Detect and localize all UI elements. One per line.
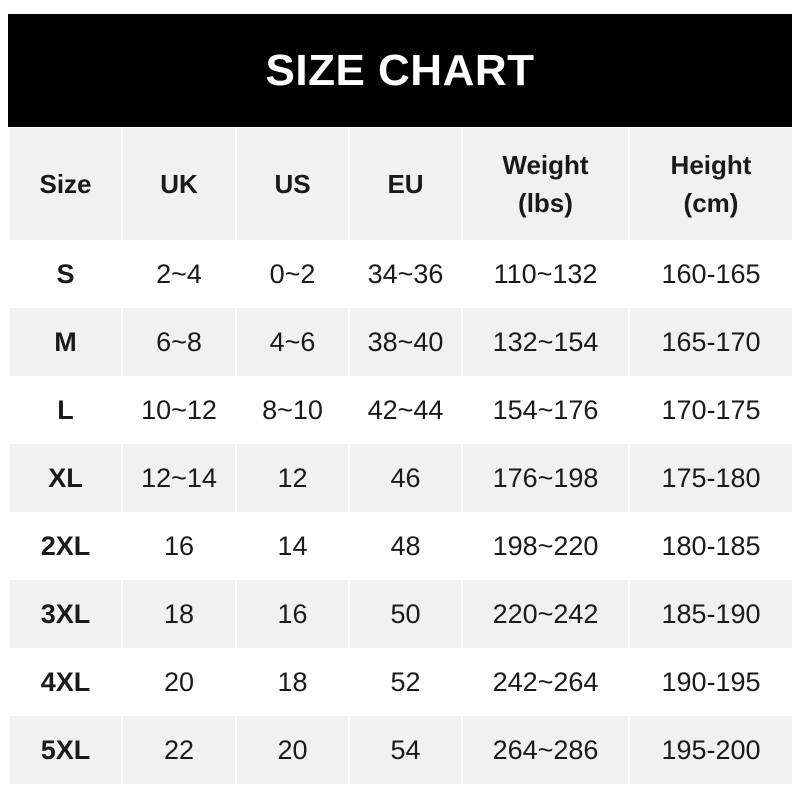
table-row: M 6~8 4~6 38~40 132~154 165-170 [8,308,794,376]
table-cell: 42~44 [348,376,463,444]
table-cell: 8~10 [235,376,350,444]
table-cell: 12~14 [121,444,237,512]
size-chart-table: Size UK US EU Weight (lbs) Height (cm) S 2~4 0~2 3… [8,128,794,784]
table-cell: 195-200 [628,716,794,784]
table-cell: 175-180 [628,444,794,512]
column-header-text: (cm) [683,188,739,218]
size-label: XL [8,444,123,512]
table-cell: 18 [235,648,350,716]
size-chart-title: SIZE CHART [8,14,792,127]
column-header: Weight (lbs) [461,128,630,240]
size-label: 4XL [8,648,123,716]
size-label: L [8,376,123,444]
table-cell: 180-185 [628,512,794,580]
column-header: UK [121,128,237,240]
table-row: 5XL 22 20 54 264~286 195-200 [8,716,794,784]
table-cell: 110~132 [461,240,630,308]
table-row: L 10~12 8~10 42~44 154~176 170-175 [8,376,794,444]
table-cell: 52 [348,648,463,716]
column-header: EU [348,128,463,240]
size-label: S [8,240,123,308]
table-cell: 10~12 [121,376,237,444]
size-label: 5XL [8,716,123,784]
size-label: 3XL [8,580,123,648]
table-cell: 198~220 [461,512,630,580]
column-header-text: Height [670,150,752,180]
column-header-text: Weight [502,150,589,180]
table-cell: 176~198 [461,444,630,512]
table-cell: 160-165 [628,240,794,308]
column-header-text: US [274,169,311,199]
size-label: M [8,308,123,376]
table-row: 4XL 20 18 52 242~264 190-195 [8,648,794,716]
table-cell: 2~4 [121,240,237,308]
table-row: 2XL 16 14 48 198~220 180-185 [8,512,794,580]
table-cell: 48 [348,512,463,580]
table-cell: 20 [235,716,350,784]
table-cell: 20 [121,648,237,716]
table-cell: 14 [235,512,350,580]
table-cell: 22 [121,716,237,784]
table-cell: 170-175 [628,376,794,444]
table-cell: 18 [121,580,237,648]
table-cell: 132~154 [461,308,630,376]
table-cell: 54 [348,716,463,784]
table-cell: 242~264 [461,648,630,716]
table-row: XL 12~14 12 46 176~198 175-180 [8,444,794,512]
table-cell: 0~2 [235,240,350,308]
table-cell: 264~286 [461,716,630,784]
table-cell: 34~36 [348,240,463,308]
table-cell: 154~176 [461,376,630,444]
table-row: 3XL 18 16 50 220~242 185-190 [8,580,794,648]
column-header-text: UK [160,169,198,199]
column-header: US [235,128,350,240]
table-cell: 165-170 [628,308,794,376]
table-cell: 16 [235,580,350,648]
column-header-text: Size [39,169,92,199]
table-cell: 46 [348,444,463,512]
column-header: Height (cm) [628,128,794,240]
column-header-text: EU [387,169,424,199]
table-row: S 2~4 0~2 34~36 110~132 160-165 [8,240,794,308]
table-cell: 16 [121,512,237,580]
table-header-row: Size UK US EU Weight (lbs) Height (cm) [8,128,794,240]
table-cell: 4~6 [235,308,350,376]
table-cell: 50 [348,580,463,648]
table-cell: 6~8 [121,308,237,376]
column-header-text: (lbs) [518,188,573,218]
table-cell: 220~242 [461,580,630,648]
table-cell: 38~40 [348,308,463,376]
table-cell: 12 [235,444,350,512]
column-header: Size [8,128,123,240]
size-label: 2XL [8,512,123,580]
table-cell: 185-190 [628,580,794,648]
table-cell: 190-195 [628,648,794,716]
